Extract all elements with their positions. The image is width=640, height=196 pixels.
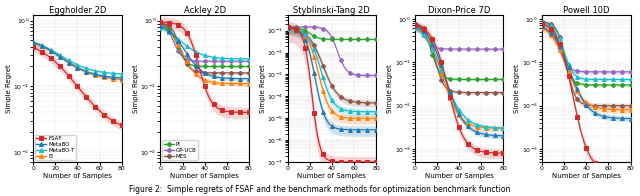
- X-axis label: Number of Samples: Number of Samples: [43, 173, 112, 179]
- Title: Eggholder 2D: Eggholder 2D: [49, 5, 106, 15]
- Legend: FSAF, MetaBO, MetaBO-T, EI: FSAF, MetaBO, MetaBO-T, EI: [35, 135, 76, 161]
- Title: Dixon-Price 7D: Dixon-Price 7D: [428, 5, 490, 15]
- Y-axis label: Simple Regret: Simple Regret: [6, 64, 12, 113]
- Y-axis label: Simple Regret: Simple Regret: [132, 64, 139, 113]
- Y-axis label: Simple Regret: Simple Regret: [260, 64, 266, 113]
- X-axis label: Number of Samples: Number of Samples: [552, 173, 621, 179]
- Text: Figure 2:  Simple regrets of FSAF and the benchmark methods for optimization ben: Figure 2: Simple regrets of FSAF and the…: [129, 185, 511, 194]
- Y-axis label: Simple Regret: Simple Regret: [387, 64, 393, 113]
- Y-axis label: Simple Regret: Simple Regret: [515, 64, 520, 113]
- X-axis label: Number of Samples: Number of Samples: [170, 173, 239, 179]
- Title: Powell 10D: Powell 10D: [563, 5, 609, 15]
- Legend: PI, GP-UCB, MES: PI, GP-UCB, MES: [162, 141, 198, 161]
- X-axis label: Number of Samples: Number of Samples: [424, 173, 493, 179]
- Title: Ackley 2D: Ackley 2D: [184, 5, 226, 15]
- X-axis label: Number of Samples: Number of Samples: [298, 173, 366, 179]
- Title: Styblinski-Tang 2D: Styblinski-Tang 2D: [294, 5, 370, 15]
